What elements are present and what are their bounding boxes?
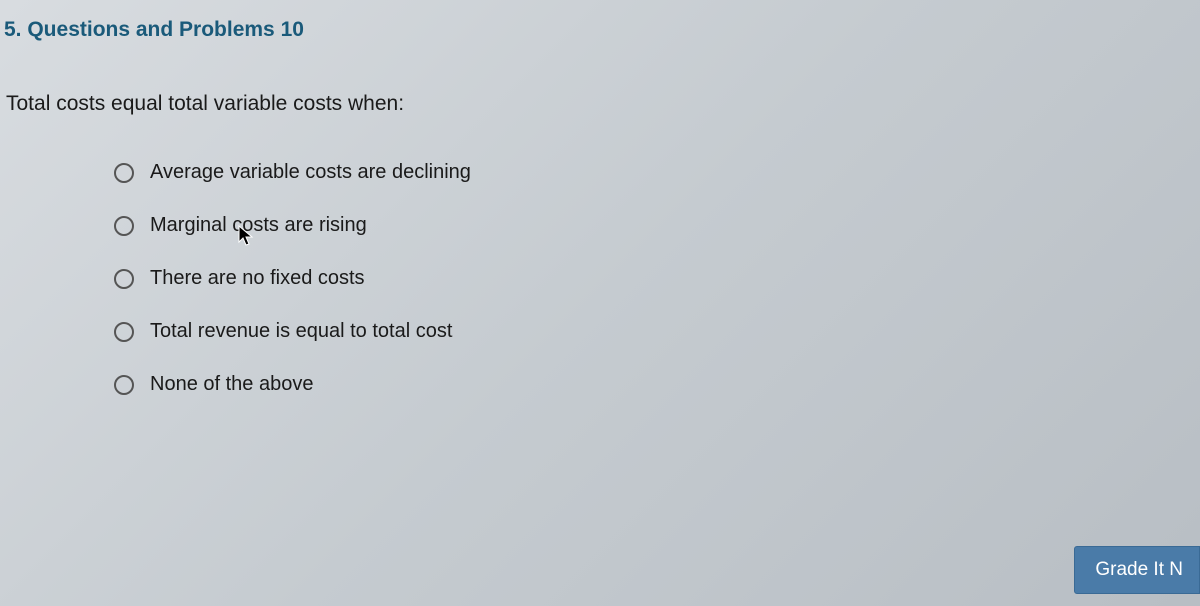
radio-icon[interactable] bbox=[114, 375, 134, 395]
option-row[interactable]: Marginal costs are rising bbox=[114, 214, 1196, 237]
options-list: Average variable costs are declining Mar… bbox=[4, 161, 1196, 396]
question-header: 5. Questions and Problems 10 bbox=[4, 18, 1196, 42]
option-row[interactable]: Average variable costs are declining bbox=[114, 161, 1196, 184]
option-label: Average variable costs are declining bbox=[150, 161, 471, 184]
option-row[interactable]: Total revenue is equal to total cost bbox=[114, 320, 1196, 343]
grade-it-button[interactable]: Grade It N bbox=[1074, 546, 1200, 594]
option-label: Marginal costs are rising bbox=[150, 214, 367, 237]
radio-icon[interactable] bbox=[114, 216, 134, 236]
radio-icon[interactable] bbox=[114, 322, 134, 342]
question-prompt: Total costs equal total variable costs w… bbox=[4, 92, 1196, 116]
option-label: There are no fixed costs bbox=[150, 267, 365, 290]
option-label: None of the above bbox=[150, 373, 313, 396]
option-row[interactable]: There are no fixed costs bbox=[114, 267, 1196, 290]
radio-icon[interactable] bbox=[114, 163, 134, 183]
option-label: Total revenue is equal to total cost bbox=[150, 320, 452, 343]
option-row[interactable]: None of the above bbox=[114, 373, 1196, 396]
radio-icon[interactable] bbox=[114, 269, 134, 289]
question-container: 5. Questions and Problems 10 Total costs… bbox=[0, 0, 1200, 396]
